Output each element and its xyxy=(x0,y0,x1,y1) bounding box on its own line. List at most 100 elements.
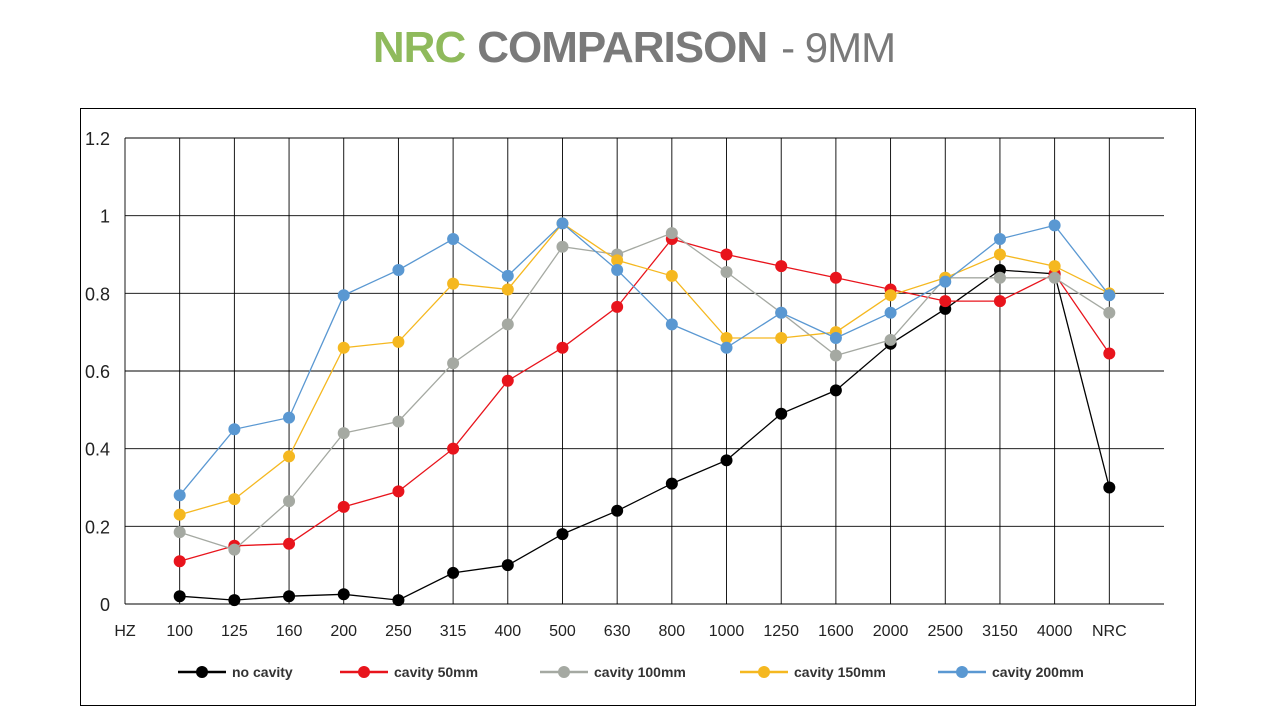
title-comparison: COMPARISON xyxy=(477,23,768,72)
series-cavity-100mm xyxy=(173,227,1116,556)
legend-swatch-marker xyxy=(956,666,968,678)
series-no-cavity xyxy=(173,264,1116,607)
data-point xyxy=(228,594,241,607)
legend-item: cavity 150mm xyxy=(740,664,886,680)
data-point xyxy=(665,269,678,282)
data-point xyxy=(228,493,241,506)
x-tick-label: 1600 xyxy=(818,623,854,640)
data-point xyxy=(829,349,842,362)
data-point xyxy=(1103,289,1116,302)
data-point xyxy=(611,300,624,313)
data-point xyxy=(939,275,952,288)
y-tick-label: 1 xyxy=(100,207,110,227)
x-tick-label: 315 xyxy=(440,623,467,640)
data-point xyxy=(611,264,624,277)
x-tick-label: 100 xyxy=(166,623,193,640)
data-point xyxy=(939,295,952,308)
y-tick-label: 0 xyxy=(100,595,110,615)
data-point xyxy=(283,590,296,603)
y-tick-label: 0.8 xyxy=(85,284,110,304)
data-point xyxy=(337,289,350,302)
series-cavity-150mm xyxy=(173,217,1116,521)
data-point xyxy=(283,450,296,463)
data-point xyxy=(392,485,405,498)
data-point xyxy=(337,500,350,513)
data-point xyxy=(829,384,842,397)
y-tick-label: 0.6 xyxy=(85,362,110,382)
data-point xyxy=(720,265,733,278)
data-point xyxy=(720,248,733,261)
data-point xyxy=(611,504,624,517)
y-tick-label: 0.2 xyxy=(85,517,110,537)
legend-label: cavity 200mm xyxy=(992,664,1084,680)
data-point xyxy=(556,341,569,354)
series-line xyxy=(179,269,1110,601)
data-point xyxy=(447,357,460,370)
x-tick-label: 1250 xyxy=(763,623,799,640)
series-line xyxy=(179,222,1110,516)
data-point xyxy=(1048,219,1061,232)
legend-swatch-marker xyxy=(558,666,570,678)
data-point xyxy=(447,442,460,455)
data-point xyxy=(829,271,842,284)
data-point xyxy=(283,537,296,550)
data-point xyxy=(337,341,350,354)
data-point xyxy=(556,240,569,253)
data-point xyxy=(173,508,186,521)
data-point xyxy=(775,306,788,319)
data-point xyxy=(501,283,514,296)
series-cavity-50mm xyxy=(173,232,1116,568)
data-point xyxy=(283,411,296,424)
data-point xyxy=(775,331,788,344)
data-point xyxy=(556,528,569,541)
data-point xyxy=(501,318,514,331)
legend-label: cavity 100mm xyxy=(594,664,686,680)
y-tick-label: 1.2 xyxy=(85,129,110,149)
y-tick-label: 0.4 xyxy=(85,440,110,460)
data-point xyxy=(392,335,405,348)
data-point xyxy=(173,526,186,539)
data-point xyxy=(611,254,624,267)
data-point xyxy=(173,555,186,568)
x-tick-label: 630 xyxy=(604,623,631,640)
title-nrc: NRC xyxy=(372,23,466,72)
x-tick-label: 500 xyxy=(549,623,576,640)
data-point xyxy=(884,306,897,319)
x-tick-label: 2000 xyxy=(873,623,909,640)
data-point xyxy=(1048,271,1061,284)
chart-title: NRC COMPARISON - 9MM xyxy=(0,18,1268,78)
legend-item: cavity 50mm xyxy=(340,664,478,680)
series-line xyxy=(179,232,1110,551)
series-cavity-200mm xyxy=(173,217,1116,502)
x-tick-label: 125 xyxy=(221,623,248,640)
data-point xyxy=(392,264,405,277)
data-point xyxy=(447,232,460,245)
legend-item: cavity 200mm xyxy=(938,664,1084,680)
data-point xyxy=(1103,306,1116,319)
x-tick-label: 1000 xyxy=(709,623,745,640)
x-tick-label: NRC xyxy=(1092,623,1127,640)
data-point xyxy=(775,260,788,273)
series-line xyxy=(179,238,1110,562)
x-tick-label: 2500 xyxy=(927,623,963,640)
x-tick-label: 800 xyxy=(658,623,685,640)
data-point xyxy=(173,489,186,502)
data-point xyxy=(665,227,678,240)
legend-label: no cavity xyxy=(232,664,293,680)
chart-frame xyxy=(80,108,1196,706)
data-point xyxy=(173,590,186,603)
legend-item: no cavity xyxy=(178,664,293,680)
data-point xyxy=(447,566,460,579)
x-tick-label: 200 xyxy=(330,623,357,640)
data-point xyxy=(228,543,241,556)
legend-swatch-marker xyxy=(758,666,770,678)
x-tick-label: 400 xyxy=(494,623,521,640)
legend-swatch-marker xyxy=(196,666,208,678)
data-point xyxy=(501,374,514,387)
x-tick-label: 160 xyxy=(276,623,303,640)
data-point xyxy=(1048,260,1061,273)
data-point xyxy=(775,407,788,420)
data-point xyxy=(993,295,1006,308)
data-point xyxy=(993,232,1006,245)
